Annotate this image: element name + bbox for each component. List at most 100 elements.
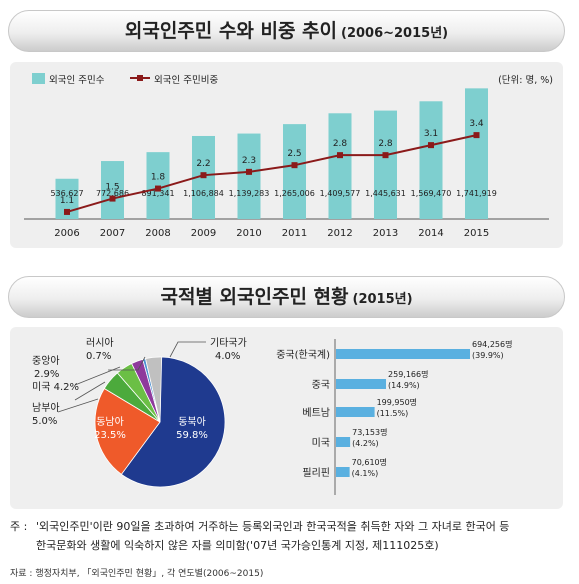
hbar-미국: [336, 437, 351, 447]
bar-2011: [283, 124, 306, 219]
bar-2014: [419, 101, 443, 219]
pie-label-southeast: 동남아: [96, 416, 124, 428]
bar-value-label-2013: 1,445,631: [365, 189, 406, 198]
line-value-label-2009: 2.2: [196, 159, 210, 169]
line-marker-2014: [428, 142, 434, 149]
line-marker-2006: [64, 208, 70, 215]
line-value-label-2014: 3.1: [424, 129, 438, 139]
hbar-중국: [336, 379, 387, 389]
hbar-value-중국: 259,166명: [388, 369, 428, 379]
pie-value-central: 2.9%: [34, 369, 59, 380]
pie-value-northeast: 59.8%: [176, 430, 208, 441]
bar-2015: [465, 88, 488, 219]
x-tick-2015: 2015: [464, 228, 489, 239]
bar-value-label-2010: 1,139,283: [229, 189, 270, 198]
pie-value-russia: 0.7%: [86, 351, 111, 362]
line-marker-2008: [155, 185, 161, 192]
combo-chart: 외국인 주민수 외국인 주민비중 (단위: 명, %) 536,627 772,6…: [24, 73, 553, 239]
line-value-label-2012: 2.8: [333, 139, 348, 149]
bar-2012: [328, 113, 352, 219]
unit-label: (단위: 명, %): [498, 74, 553, 86]
line-marker-2015: [473, 132, 480, 139]
hbar-중국(한국계): [336, 349, 470, 359]
pie-slice-기타국가: [145, 356, 163, 423]
leader-line-us: [74, 381, 106, 401]
footnote-line-2: 한국문화와 생활에 익숙하지 않은 자를 의미함('07년 국가승인통계 지정,…: [36, 539, 439, 552]
pie-label-central: 중앙아: [32, 355, 60, 367]
hbar-category-미국: 미국: [312, 437, 330, 449]
pie-label-us: 미국 4.2%: [32, 381, 79, 393]
bottom-chart-panel: 러시아 0.7% 중앙아 2.9% 미국 4.2% 남부아 5.0% 기타국가 …: [10, 327, 563, 509]
hbar-category-중국: 중국: [312, 379, 330, 391]
hbar-베트남: [336, 407, 375, 417]
legend-bar-label: 외국인 주민수: [49, 74, 105, 86]
bar-2006: [55, 178, 79, 219]
hbar-category-필리핀: 필리핀: [302, 467, 330, 479]
footnote: 주 : '외국인주민'이란 90일을 초과하여 거주하는 등록외국인과 한국국적을…: [10, 517, 570, 555]
hbar-category-중국(한국계): 중국(한국계): [276, 349, 330, 361]
line-value-label-2007: 1.5: [105, 183, 119, 193]
line-marker-2011: [291, 162, 298, 169]
line-value-label-2006: 1.1: [60, 196, 74, 206]
share-line: [66, 134, 477, 213]
bar-value-label-2006: 536,627: [50, 189, 83, 198]
line-value-label-2011: 2.5: [287, 149, 301, 159]
source-note: 자료 : 행정자치부, 「외국인주민 현황」, 각 연도별(2006~2015): [10, 569, 264, 579]
pie-label-northeast: 동북아: [178, 416, 206, 428]
bar-value-label-2007: 772,686: [96, 189, 129, 198]
pie-label-russia: 러시아: [86, 337, 114, 349]
line-marker-2012: [337, 152, 343, 159]
top-chart-title: 외국인주민 수와 비중 추이: [124, 20, 337, 42]
top-chart-year-range: (2006~2015년): [341, 26, 449, 41]
pie-value-other: 4.0%: [215, 351, 240, 362]
line-marker-2007: [109, 195, 116, 202]
bar-value-label-2008: 891,341: [141, 189, 174, 198]
hbar-value-미국: 73,153명: [352, 427, 387, 437]
leader-line-central: [74, 366, 121, 386]
bar-value-label-2015: 1,741,919: [456, 189, 497, 198]
line-marker-2013: [382, 152, 389, 159]
hbar-value-베트남: 199,950명: [377, 397, 417, 407]
legend-bar-swatch: [32, 73, 45, 84]
legend-line-marker: [137, 75, 143, 81]
bar-value-label-2012: 1,409,577: [320, 189, 361, 198]
pie-label-other: 기타국가: [210, 337, 247, 349]
bar-value-label-2011: 1,265,006: [274, 189, 315, 198]
pie-label-south: 남부아: [32, 402, 60, 414]
pie-slice-동북아: [120, 356, 226, 488]
bar-value-label-2009: 1,106,884: [183, 189, 224, 198]
bar-2010: [237, 133, 261, 219]
hbar-percent-필리핀: (4.1%): [352, 469, 379, 478]
legend-line-label: 외국인 주민비중: [154, 74, 218, 86]
top-title-bar: 외국인주민 수와 비중 추이 (2006~2015년): [8, 10, 565, 52]
leader-line-south: [57, 398, 99, 413]
hbar-percent-중국(한국계): (39.9%): [472, 351, 504, 360]
pie-value-southeast: 23.5%: [94, 430, 126, 441]
line-value-label-2008: 1.8: [151, 173, 166, 183]
x-tick-2006: 2006: [54, 228, 79, 239]
bottom-title-bar: 국적별 외국인주민 현황 (2015년): [8, 276, 565, 318]
x-tick-2010: 2010: [236, 228, 261, 239]
line-value-label-2010: 2.3: [242, 156, 256, 166]
hbar-percent-베트남: (11.5%): [377, 409, 409, 418]
line-value-label-2015: 3.4: [469, 119, 484, 129]
leader-line-russia: [108, 356, 146, 371]
top-chart-panel: 외국인 주민수 외국인 주민비중 (단위: 명, %) 536,627 772,6…: [10, 62, 563, 248]
hbar-percent-중국: (14.9%): [388, 381, 420, 390]
hbar-category-베트남: 베트남: [302, 407, 330, 419]
bar-2013: [374, 110, 397, 219]
x-tick-2014: 2014: [418, 228, 443, 239]
bottom-chart-year: (2015년): [352, 292, 413, 307]
line-marker-2010: [246, 168, 252, 175]
x-tick-2009: 2009: [191, 228, 216, 239]
footnote-label: 주 :: [10, 520, 28, 533]
x-tick-2013: 2013: [373, 228, 398, 239]
bar-value-label-2014: 1,569,470: [411, 189, 452, 198]
hbar-필리핀: [336, 467, 350, 477]
x-tick-2011: 2011: [282, 228, 307, 239]
pie-slice-동남아: [94, 387, 161, 475]
hbar-percent-미국: (4.2%): [352, 439, 379, 448]
bottom-chart-title: 국적별 외국인주민 현황: [160, 286, 349, 308]
pie-value-south: 5.0%: [32, 416, 57, 427]
x-tick-2007: 2007: [100, 228, 125, 239]
